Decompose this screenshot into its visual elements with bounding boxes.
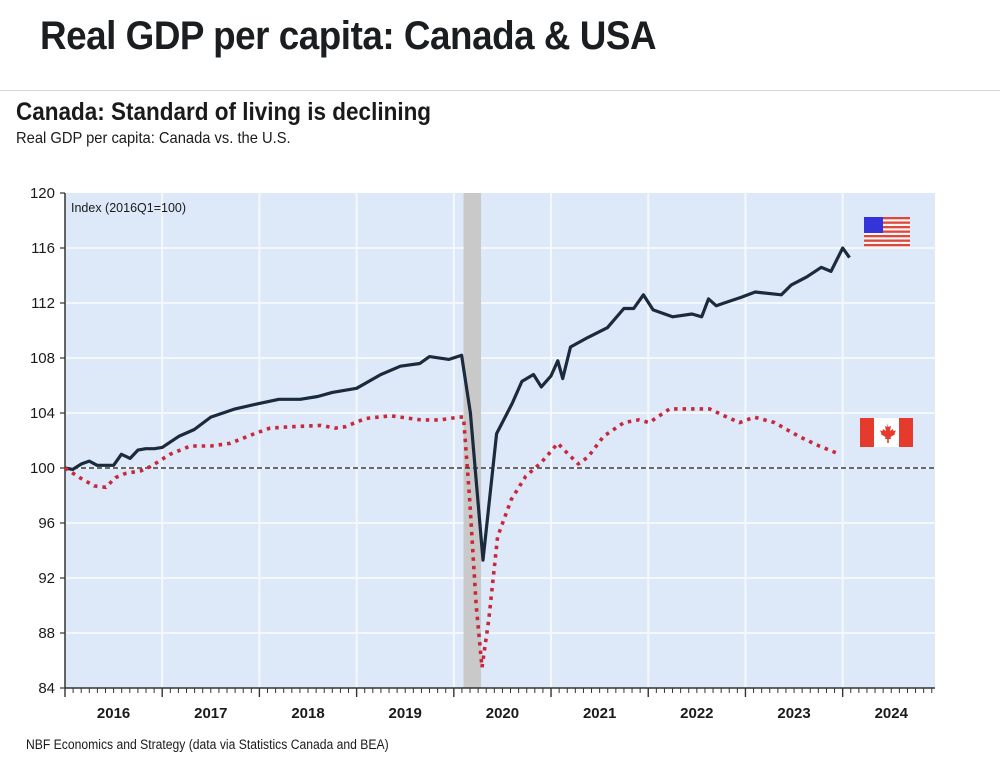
x-tick-label: 2021 xyxy=(583,705,616,722)
series-line-usa xyxy=(64,246,851,562)
x-axis-ticks: 2016 2017 2018 2019 2020 2021 2022 2023 2024 xyxy=(64,688,933,722)
us-flag-stripe xyxy=(864,235,910,238)
us-flag-stripe xyxy=(864,239,910,242)
page-title: Real GDP per capita: Canada & USA xyxy=(40,14,657,58)
source-note: NBF Economics and Strategy (data via Sta… xyxy=(26,737,389,752)
us-flag-stripe xyxy=(864,226,910,229)
y-tick-label: 104 xyxy=(30,405,55,422)
chart-title: Canada: Standard of living is declining xyxy=(16,98,432,126)
y-tick-label: 100 xyxy=(30,460,55,477)
us-flag-stripe xyxy=(864,244,910,247)
y-tick-label: 112 xyxy=(31,295,55,312)
chart-subtitle: Real GDP per capita: Canada vs. the U.S. xyxy=(16,130,291,147)
x-tick-label: 2019 xyxy=(389,705,422,722)
y-tick-label: 88 xyxy=(38,625,55,642)
x-tick-label: 2016 xyxy=(97,705,130,722)
canada-flag-icon xyxy=(860,418,913,447)
us-flag-stripe xyxy=(864,221,910,224)
axes xyxy=(64,193,935,689)
y-axis-ticks: 84 88 92 96 100 104 108 112 116 120 xyxy=(30,185,65,697)
x-tick-label: 2022 xyxy=(680,705,713,722)
x-tick-label: 2024 xyxy=(875,705,909,722)
y-tick-label: 116 xyxy=(31,240,55,257)
y-tick-label: 96 xyxy=(38,515,55,532)
x-tick-label: 2017 xyxy=(194,705,227,722)
y-tick-label: 92 xyxy=(38,570,55,587)
x-tick-label: 2020 xyxy=(486,705,519,722)
index-annotation: Index (2016Q1=100) xyxy=(71,201,186,215)
us-flag-icon xyxy=(864,217,910,248)
y-tick-label: 84 xyxy=(38,680,55,697)
x-tick-label: 2023 xyxy=(777,705,810,722)
header-divider xyxy=(0,90,1000,91)
y-tick-label: 108 xyxy=(30,350,55,367)
series-group xyxy=(64,246,851,670)
us-flag-stripe xyxy=(864,230,910,233)
y-tick-label: 120 xyxy=(30,185,55,202)
us-flag-stripe xyxy=(864,217,910,220)
plot-background xyxy=(65,193,935,688)
x-tick-label: 2018 xyxy=(291,705,324,722)
series-line-canada xyxy=(64,407,841,670)
